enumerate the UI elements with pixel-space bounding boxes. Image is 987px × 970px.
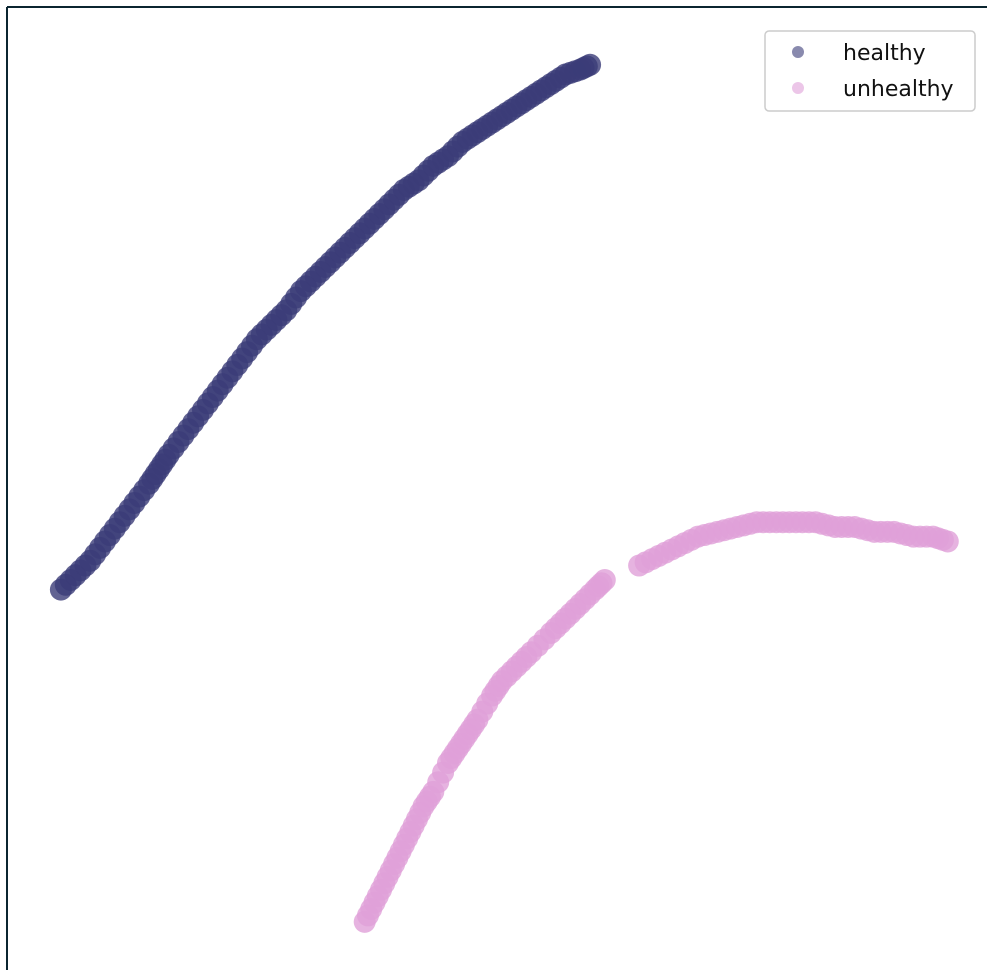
legend-box <box>764 30 976 112</box>
points-layer <box>49 53 959 933</box>
data-point-healthy <box>579 53 602 76</box>
data-point-unhealthy <box>593 568 616 591</box>
legend-label-unhealthy: unhealthy <box>843 77 954 102</box>
legend: healthy unhealthy <box>764 30 976 112</box>
series-healthy <box>49 53 602 601</box>
series-unhealthy <box>353 511 959 933</box>
legend-marker-healthy <box>792 46 804 58</box>
data-point-unhealthy <box>936 530 959 553</box>
legend-marker-unhealthy <box>792 82 804 94</box>
legend-label-healthy: healthy <box>843 41 926 66</box>
